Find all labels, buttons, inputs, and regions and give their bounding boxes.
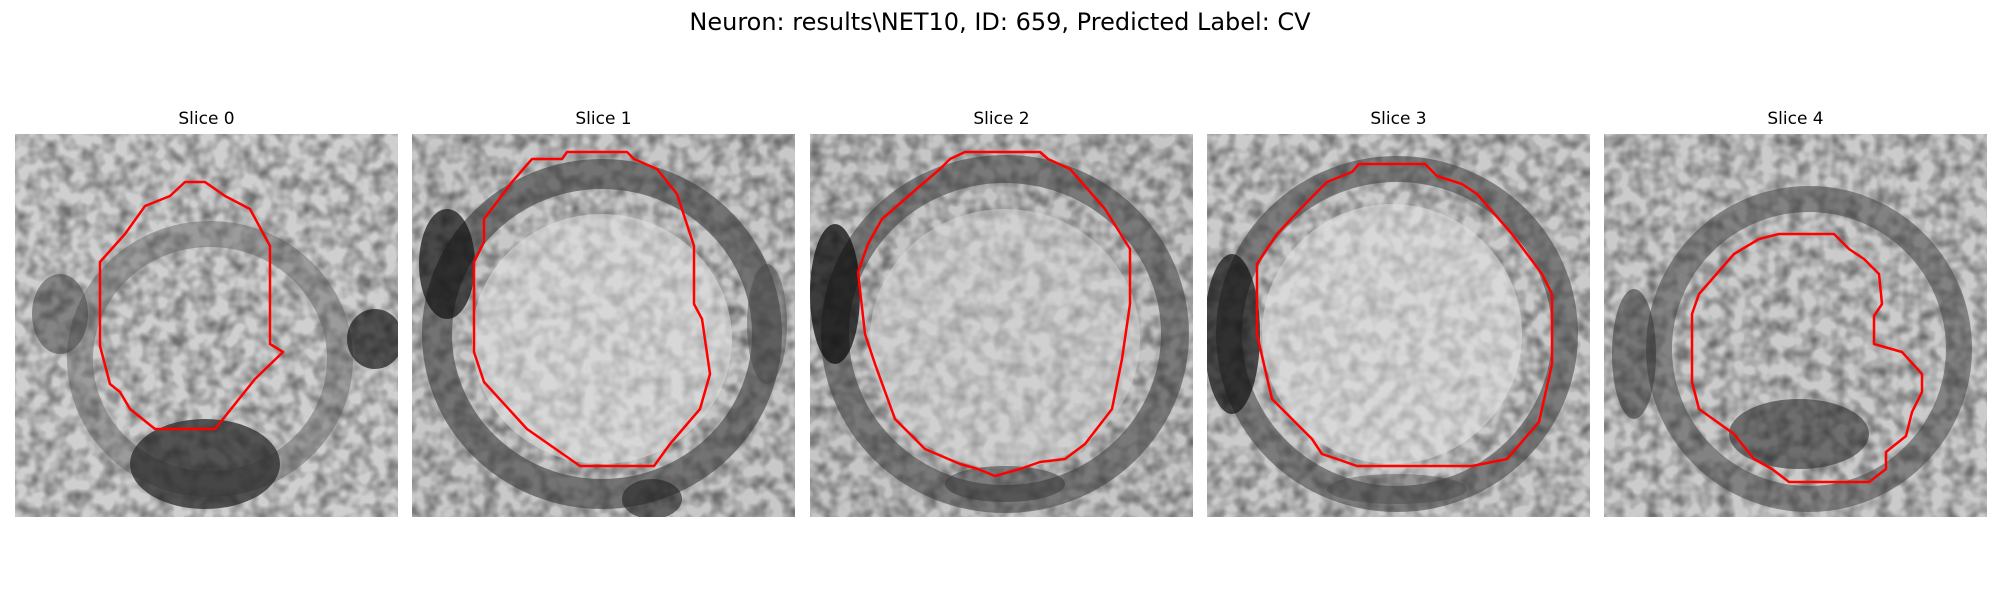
contour-outline [1690, 232, 1924, 484]
dark-blob [945, 466, 1065, 502]
figure-title: Neuron: results\NET10, ID: 659, Predicte… [689, 8, 1311, 36]
dark-blob [1729, 399, 1869, 469]
slice-1-title: Slice 1 [575, 109, 632, 129]
dark-blob [1612, 289, 1656, 419]
contour-outline [98, 180, 285, 431]
dark-blob [622, 479, 682, 517]
dark-blob [747, 264, 787, 384]
slice-4-image [1604, 134, 1987, 517]
contour-outline [472, 150, 712, 468]
dark-blob [32, 274, 88, 354]
slice-3-image [1207, 134, 1590, 517]
slice-0-image [15, 134, 398, 517]
dark-blob [130, 419, 280, 509]
membrane-ring [422, 159, 782, 509]
slice-0-title: Slice 0 [178, 109, 235, 129]
slice-1-image [412, 134, 795, 517]
inner-lumen [472, 214, 732, 464]
slice-3-title: Slice 3 [1370, 109, 1427, 129]
contour-outline [1255, 162, 1554, 468]
slice-2-title: Slice 2 [973, 109, 1030, 129]
dark-blob [347, 309, 398, 369]
dark-blob [810, 224, 860, 364]
slice-2-image [810, 134, 1193, 517]
inner-lumen [870, 209, 1140, 469]
dark-blob [1207, 254, 1260, 414]
membrane-ring [1646, 186, 1972, 512]
contour-outline [856, 150, 1132, 478]
slice-4-title: Slice 4 [1767, 109, 1824, 129]
dark-blob [1327, 474, 1467, 504]
dark-blob [419, 209, 475, 319]
inner-lumen [1262, 204, 1522, 464]
